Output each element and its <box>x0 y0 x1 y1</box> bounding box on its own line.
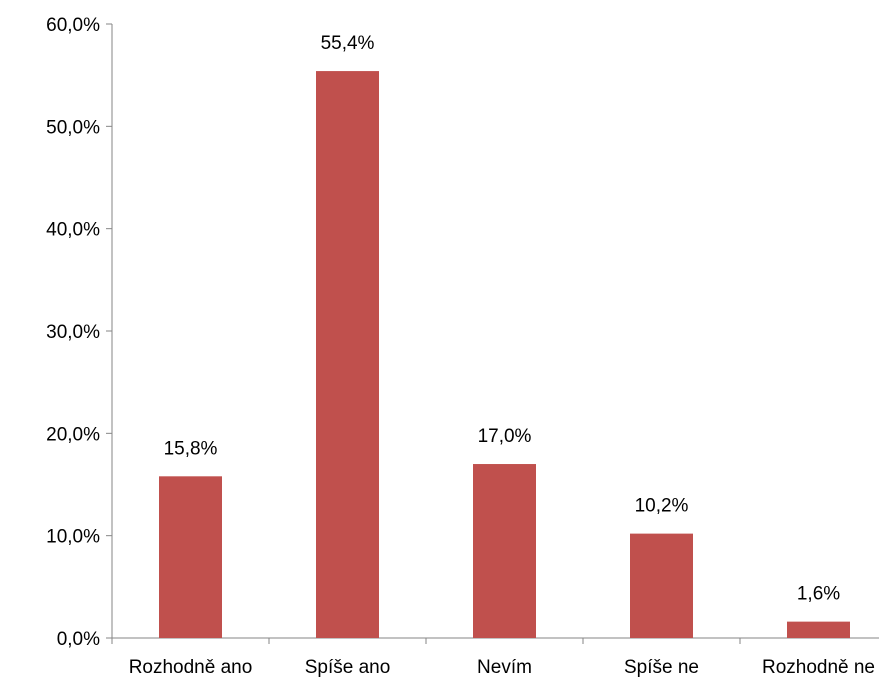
data-labels: 15,8% 55,4% 17,0% 10,2% 1,6% <box>164 33 841 605</box>
y-tick-label: 0,0% <box>57 629 100 650</box>
bar-value-label: 10,2% <box>635 496 689 517</box>
bar <box>316 71 379 638</box>
bar-value-label: 55,4% <box>321 33 375 54</box>
bar <box>159 476 222 638</box>
y-tick-label: 10,0% <box>46 527 100 548</box>
y-tick-label: 30,0% <box>46 322 100 343</box>
bars <box>159 71 850 638</box>
y-tick-label: 50,0% <box>46 117 100 138</box>
bar-value-label: 15,8% <box>164 438 218 459</box>
y-tick-label: 40,0% <box>46 220 100 241</box>
y-tick-label: 20,0% <box>46 424 100 445</box>
x-category-label: Nevím <box>477 657 532 678</box>
bar-value-label: 1,6% <box>797 584 840 605</box>
x-category-label: Rozhodně ne <box>762 657 875 678</box>
bar <box>473 464 536 638</box>
bar <box>630 533 693 638</box>
x-category-label: Spíše ne <box>624 657 699 678</box>
bar-value-label: 17,0% <box>478 426 532 447</box>
bar <box>787 621 850 638</box>
x-category-label: Spíše ano <box>305 657 391 678</box>
y-axis: 0,0% 10,0% 20,0% 30,0% 40,0% 50,0% 60,0% <box>46 15 113 650</box>
x-axis: Rozhodně ano Spíše ano Nevím Spíše ne Rozhod… <box>111 637 879 678</box>
y-tick-label: 60,0% <box>46 15 100 36</box>
x-category-label: Rozhodně ano <box>129 657 253 678</box>
